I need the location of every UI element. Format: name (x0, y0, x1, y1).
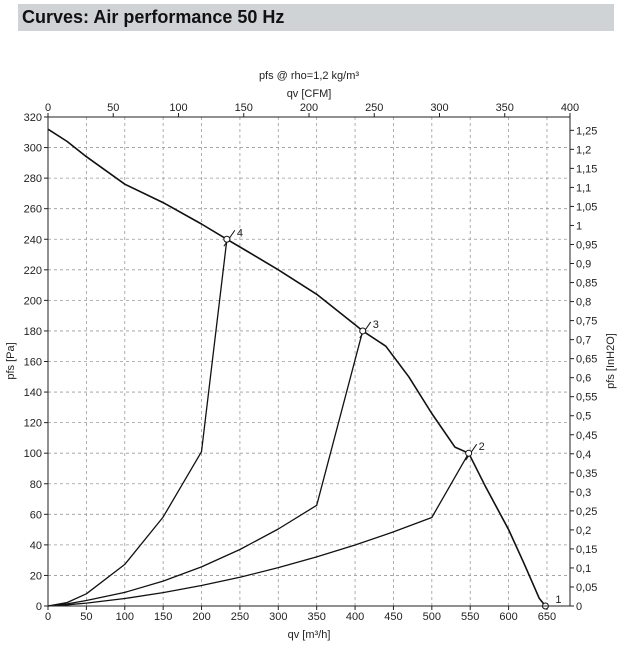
y-tick-label: 320 (24, 112, 42, 124)
y2-tick-label: 0,35 (576, 468, 597, 480)
y2-tick-label: 0,25 (576, 506, 597, 518)
y2-tick-label: 1,25 (576, 125, 597, 137)
y-tick-label: 60 (30, 509, 42, 521)
y2-tick-label: 0,3 (576, 487, 591, 499)
x-tick-label: 250 (231, 611, 249, 623)
y-tick-label: 300 (24, 143, 42, 155)
x-tick-label: 150 (154, 611, 172, 623)
y2-tick-label: 0,2 (576, 525, 591, 537)
y-tick-label: 120 (24, 418, 42, 430)
operating-point (359, 327, 367, 335)
y2-tick-label: 1 (576, 220, 582, 232)
point-label: 3 (373, 319, 379, 331)
x-tick-label: 600 (499, 611, 517, 623)
grid (48, 117, 570, 606)
x-tick-label: 100 (116, 611, 134, 623)
y-tick-label: 20 (30, 570, 42, 582)
y2-tick-label: 0 (576, 601, 582, 613)
y2-tick-label: 0,7 (576, 335, 591, 347)
curves (47, 128, 547, 607)
x-tick-label: 550 (461, 611, 479, 623)
y2-axis-label: pfs [InH2O] (605, 333, 617, 389)
y2-tick-label: 0,85 (576, 278, 597, 290)
y2-tick-label: 0,95 (576, 239, 597, 251)
point-label: 2 (479, 441, 485, 453)
y-tick-label: 200 (24, 295, 42, 307)
y2-tick-label: 1,1 (576, 182, 591, 194)
x2-tick-label: 350 (496, 102, 514, 114)
x-tick-label: 450 (384, 611, 402, 623)
system-curve (47, 239, 228, 607)
y-tick-label: 220 (24, 265, 42, 277)
y-tick-label: 160 (24, 357, 42, 369)
operating-point (465, 449, 473, 457)
y-tick-label: 280 (24, 173, 42, 185)
y2-tick-label: 0,65 (576, 354, 597, 366)
y2-tick-label: 0,8 (576, 297, 591, 309)
y2-tick-label: 0,4 (576, 449, 591, 461)
y-axis-label: pfs [Pa] (5, 342, 17, 379)
x2-tick-label: 250 (365, 102, 383, 114)
y-tick-label: 100 (24, 448, 42, 460)
y2-tick-label: 0,5 (576, 411, 591, 423)
system-curve (47, 330, 364, 607)
x2-tick-label: 50 (107, 102, 119, 114)
x2-tick-label: 0 (45, 102, 51, 114)
y-tick-label: 240 (24, 234, 42, 246)
x2-tick-label: 200 (300, 102, 318, 114)
point-label: 1 (555, 594, 561, 606)
y2-tick-label: 0,45 (576, 430, 597, 442)
x-tick-label: 500 (423, 611, 441, 623)
y2-tick-label: 1,15 (576, 163, 597, 175)
y2-tick-label: 0,9 (576, 259, 591, 271)
y2-tick-label: 0,55 (576, 392, 597, 404)
y-tick-label: 260 (24, 204, 42, 216)
x-tick-label: 650 (538, 611, 556, 623)
operating-points: 1 2 3 4 (223, 227, 562, 610)
x2-tick-label: 400 (561, 102, 579, 114)
axis-ticks: 0 50 100 150 200 250 300 350 400 450 500 550 600 6500… (24, 102, 598, 623)
plot-frame (47, 116, 571, 607)
system-curve (47, 452, 470, 607)
x-tick-label: 200 (192, 611, 210, 623)
y-tick-label: 80 (30, 479, 42, 491)
x-axis-label: qv [m³/h] (288, 629, 331, 641)
chart-title: pfs @ rho=1,2 kg/m³ (259, 70, 359, 82)
y2-tick-label: 1,2 (576, 144, 591, 156)
y-tick-label: 180 (24, 326, 42, 338)
y2-tick-label: 0,6 (576, 373, 591, 385)
x-tick-label: 50 (80, 611, 92, 623)
x2-tick-label: 300 (430, 102, 448, 114)
fan-curve (47, 128, 547, 607)
section-header: Curves: Air performance 50 Hz (18, 4, 614, 31)
y-tick-label: 0 (36, 601, 42, 613)
x2-axis-label: qv [CFM] (287, 88, 332, 100)
operating-point (223, 235, 231, 243)
y2-tick-label: 0,1 (576, 563, 591, 575)
x2-tick-label: 150 (235, 102, 253, 114)
x-tick-label: 400 (346, 611, 364, 623)
x-tick-label: 300 (269, 611, 287, 623)
y-tick-label: 140 (24, 387, 42, 399)
y-tick-label: 40 (30, 540, 42, 552)
x2-tick-label: 100 (169, 102, 187, 114)
y2-tick-label: 0,15 (576, 544, 597, 556)
y2-tick-label: 0,05 (576, 582, 597, 594)
section-title: Curves: Air performance 50 Hz (22, 7, 285, 27)
y2-tick-label: 0,75 (576, 316, 597, 328)
x-tick-label: 0 (45, 611, 51, 623)
point-label: 4 (237, 227, 243, 239)
x-tick-label: 350 (307, 611, 325, 623)
y2-tick-label: 1,05 (576, 201, 597, 213)
